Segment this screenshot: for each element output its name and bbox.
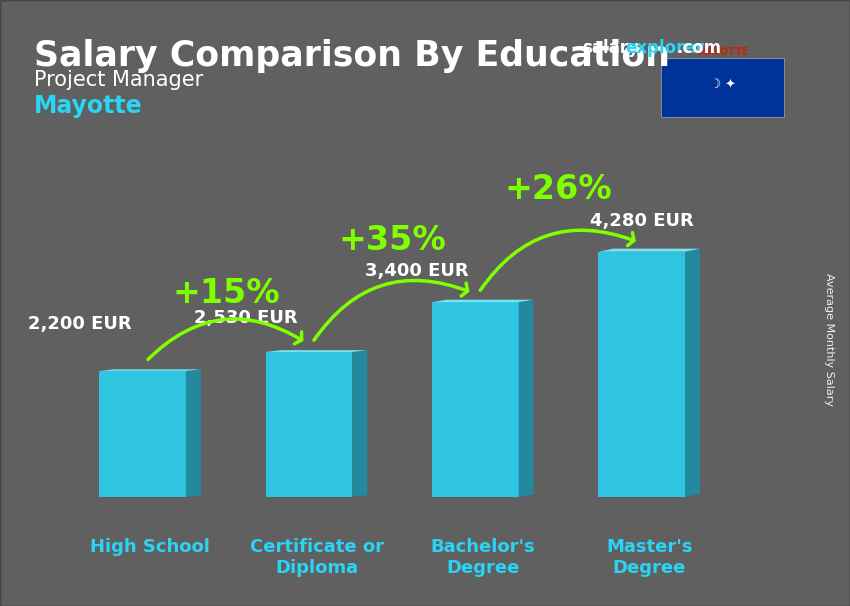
Polygon shape (685, 248, 700, 497)
Polygon shape (186, 369, 201, 497)
Text: Average Monthly Salary: Average Monthly Salary (824, 273, 834, 406)
Polygon shape (518, 300, 534, 497)
Text: +35%: +35% (338, 224, 446, 257)
Text: salary: salary (582, 39, 639, 58)
Text: Mayotte: Mayotte (34, 94, 143, 118)
Polygon shape (99, 371, 186, 497)
Text: +15%: +15% (172, 277, 280, 310)
Text: 2,200 EUR: 2,200 EUR (28, 315, 131, 333)
Text: Master's
Degree: Master's Degree (606, 538, 693, 577)
Text: MAYOTTE: MAYOTTE (697, 47, 748, 57)
Polygon shape (432, 302, 518, 497)
Text: High School: High School (90, 538, 210, 556)
Text: Certificate or
Diploma: Certificate or Diploma (250, 538, 383, 577)
Bar (661, 58, 784, 116)
Polygon shape (432, 300, 534, 302)
Polygon shape (598, 248, 700, 251)
Text: .com: .com (676, 39, 721, 58)
Polygon shape (266, 350, 367, 352)
Polygon shape (598, 251, 685, 497)
Text: 2,530 EUR: 2,530 EUR (194, 308, 298, 327)
Text: Salary Comparison By Education: Salary Comparison By Education (34, 39, 670, 73)
Polygon shape (99, 369, 201, 371)
Polygon shape (266, 352, 352, 497)
Text: Project Manager: Project Manager (34, 70, 203, 90)
Text: Bachelor's
Degree: Bachelor's Degree (430, 538, 536, 577)
Text: ☽ ✦: ☽ ✦ (710, 78, 735, 92)
Text: 3,400 EUR: 3,400 EUR (366, 262, 469, 280)
Text: 4,280 EUR: 4,280 EUR (590, 211, 694, 230)
Text: +26%: +26% (505, 173, 612, 207)
Polygon shape (352, 350, 367, 497)
Text: explorer: explorer (625, 39, 704, 58)
